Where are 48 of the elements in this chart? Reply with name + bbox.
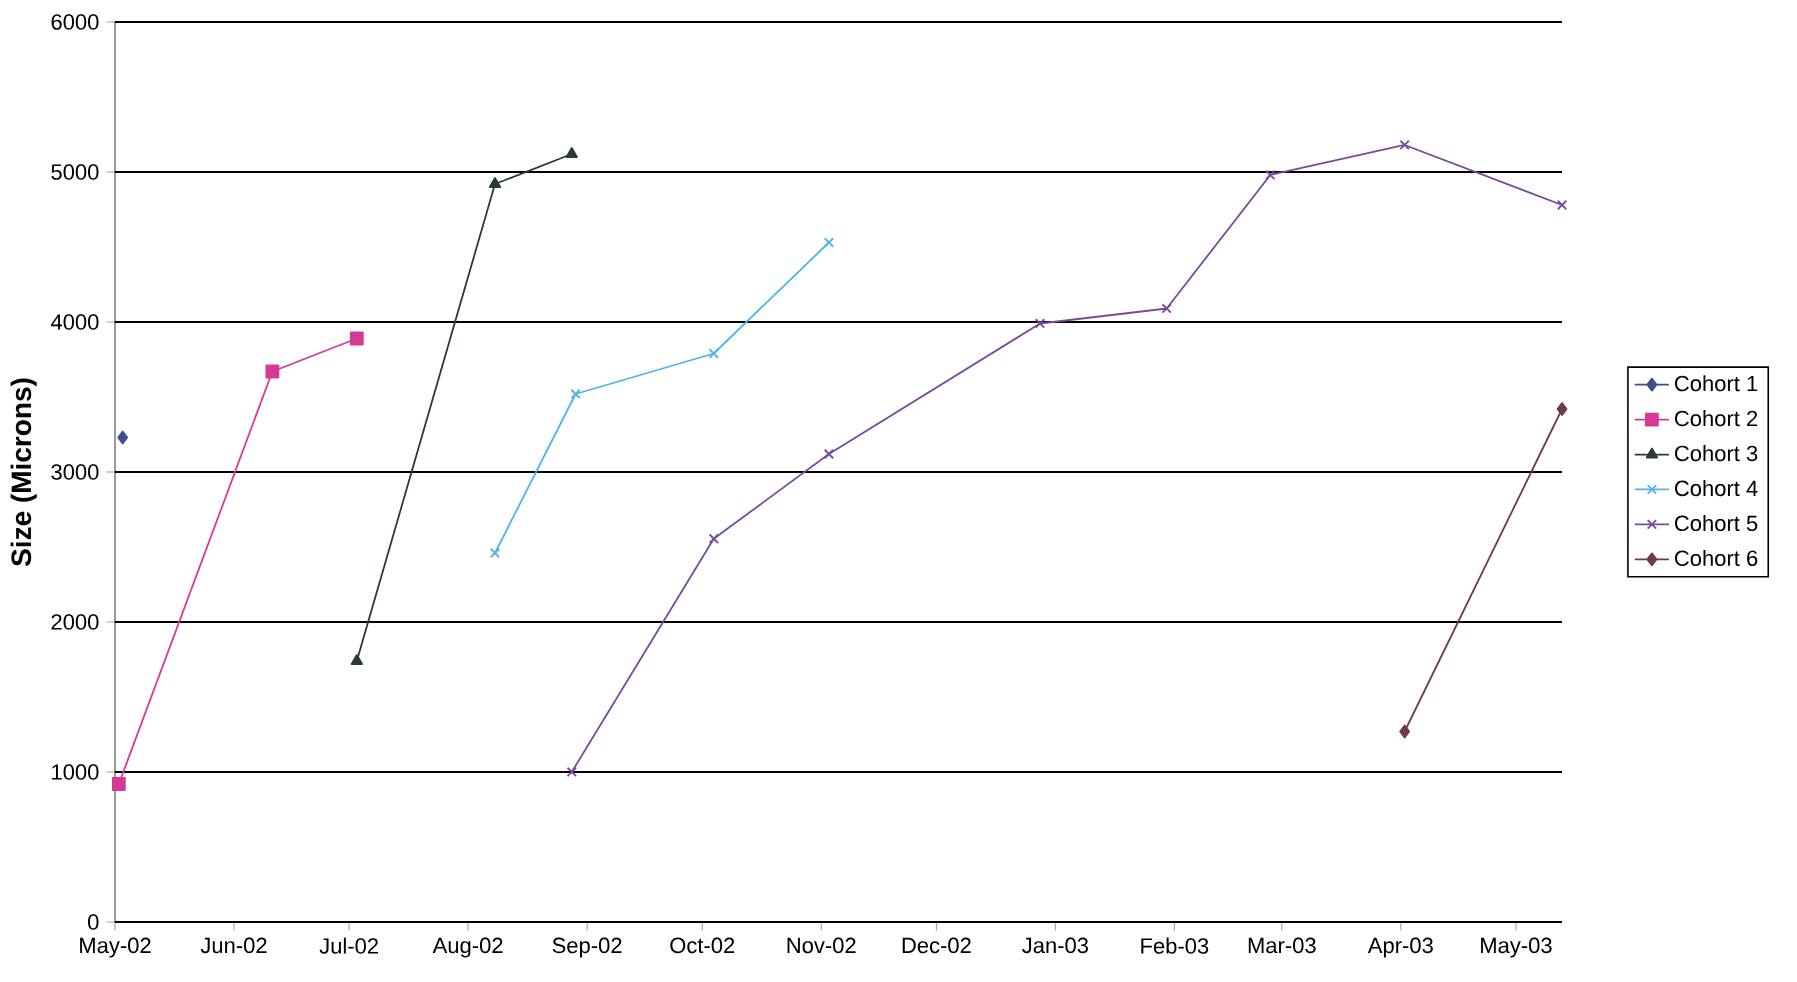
point — [349, 331, 364, 346]
point — [1265, 169, 1276, 181]
x-tick-label: Sep-02 — [552, 937, 622, 958]
point — [823, 237, 835, 248]
point — [488, 177, 502, 188]
point — [1556, 402, 1568, 416]
point — [1399, 139, 1410, 151]
x-tick-label: Feb-03 — [1141, 937, 1209, 954]
x-tick-label: May-03 — [1481, 937, 1552, 958]
legend-label: Cohort 6 — [1675, 549, 1758, 567]
point — [566, 766, 577, 778]
x-tick-label: May-02 — [80, 937, 151, 958]
y-tick-label: 5000 — [51, 164, 99, 180]
x-tick-label: Jul-02 — [319, 937, 378, 954]
x-tick-label: Nov-02 — [787, 937, 856, 954]
legend-label: Cohort 1 — [1675, 375, 1758, 392]
legend-label: Cohort 4 — [1675, 480, 1758, 497]
x-tick-label: Aug-02 — [432, 937, 503, 958]
x-tick-label: Apr-03 — [1367, 937, 1433, 958]
point — [1556, 199, 1568, 211]
y-tick-label: 4000 — [50, 314, 99, 330]
y-tick-label: 2000 — [51, 614, 99, 630]
x-tick-label: Mar-03 — [1248, 937, 1316, 954]
point — [350, 654, 363, 665]
point — [708, 348, 719, 359]
point — [117, 430, 129, 445]
x-tick-label: Jun-02 — [200, 937, 267, 954]
point — [570, 388, 581, 400]
point — [111, 777, 126, 791]
x-tick-label: Jan-03 — [1022, 937, 1089, 954]
x-tick-label: Oct-02 — [670, 937, 735, 954]
y-axis-title: Size (Microns) — [10, 378, 37, 567]
point — [708, 533, 719, 544]
point — [489, 547, 501, 559]
legend-label: Cohort 5 — [1675, 514, 1758, 532]
y-tick-label: 3000 — [51, 464, 99, 480]
y-tick-label: 0 — [88, 914, 99, 930]
point — [265, 364, 280, 379]
y-tick-label: 1000 — [52, 764, 99, 780]
point — [1161, 303, 1172, 314]
legend-label: Cohort 2 — [1675, 410, 1758, 427]
point — [823, 448, 835, 460]
point — [1399, 724, 1411, 739]
y-tick-label: 6000 — [51, 14, 99, 30]
point — [1034, 318, 1046, 329]
x-tick-label: Dec-02 — [902, 937, 971, 954]
point — [565, 147, 578, 158]
legend-label: Cohort 3 — [1675, 445, 1758, 462]
